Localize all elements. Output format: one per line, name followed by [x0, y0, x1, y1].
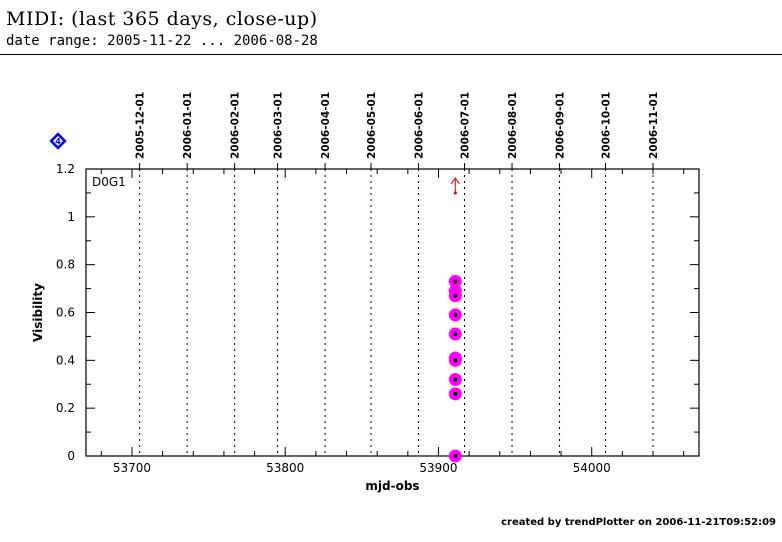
- badge-number: 4: [55, 137, 61, 146]
- y-tick-label: 0.8: [56, 258, 75, 272]
- y-tick-label: 0: [67, 449, 75, 463]
- x-axis-label: mjd-obs: [365, 479, 419, 493]
- y-tick-label: 0.4: [56, 353, 75, 367]
- page-subtitle: date range: 2005-11-22 ... 2006-08-28: [6, 33, 318, 49]
- footer-credit: created by trendPlotter on 2006-11-21T09…: [501, 517, 776, 528]
- point-center-dot: [453, 358, 458, 363]
- x-tick-label: 53800: [266, 461, 304, 475]
- date-label: 2006-05-01: [366, 92, 378, 159]
- date-label: 2006-07-01: [460, 92, 472, 159]
- y-tick-label: 1: [67, 210, 75, 224]
- panel-label: D0G1: [92, 175, 126, 189]
- date-label: 2006-09-01: [555, 92, 567, 159]
- arrow-head: [450, 177, 460, 185]
- date-label: 2006-03-01: [273, 92, 285, 159]
- up-arrow-icon: [450, 177, 460, 195]
- arrow-base-dot: [453, 191, 457, 195]
- data-point: [448, 449, 462, 463]
- data-point: [448, 308, 462, 322]
- y-tick-label: 0.2: [56, 401, 75, 415]
- data-point: [448, 353, 462, 367]
- date-label: 2006-11-01: [648, 92, 660, 159]
- page-title: MIDI: (last 365 days, close-up): [6, 8, 318, 30]
- x-tick-label: 53700: [113, 461, 151, 475]
- out-of-range-markers: [450, 177, 460, 195]
- point-center-dot: [453, 332, 458, 337]
- point-center-dot: [453, 391, 458, 396]
- data-point: [448, 387, 462, 401]
- plot-frame: [85, 168, 700, 457]
- data-point: [448, 372, 462, 386]
- month-grid-lines: [139, 163, 654, 456]
- data-points: [448, 274, 462, 463]
- data-point: [448, 289, 462, 303]
- y-axis-label: Visibility: [31, 283, 45, 342]
- point-center-dot: [453, 279, 458, 284]
- month-date-labels: 2005-12-01 2006-01-01 2006-02-01 2006-03-01…: [135, 92, 660, 159]
- date-label: 2006-02-01: [230, 92, 242, 159]
- point-center-dot: [453, 293, 458, 298]
- data-point: [448, 274, 462, 288]
- date-label: 2005-12-01: [135, 92, 147, 159]
- date-label: 2006-04-01: [320, 92, 332, 159]
- header-divider: [0, 54, 782, 55]
- y-tick-label: 1.2: [56, 162, 75, 176]
- date-label: 2006-10-01: [601, 92, 613, 159]
- date-label: 2006-01-01: [182, 92, 194, 159]
- point-center-dot: [453, 454, 458, 458]
- y-tick-label: 0.6: [56, 306, 75, 320]
- date-label: 2006-08-01: [507, 92, 519, 159]
- point-center-dot: [453, 312, 458, 317]
- point-center-dot: [453, 377, 458, 382]
- x-tick-label: 54000: [573, 461, 611, 475]
- diamond-badge-icon: 4: [49, 132, 67, 150]
- x-tick-label: 53900: [419, 461, 457, 475]
- axis-ticks: 53700 53800 53900 54000 0 0.2 0.4 0.6 0.8 1 1.2: [56, 162, 699, 475]
- data-point: [448, 327, 462, 341]
- date-label: 2006-06-01: [414, 92, 426, 159]
